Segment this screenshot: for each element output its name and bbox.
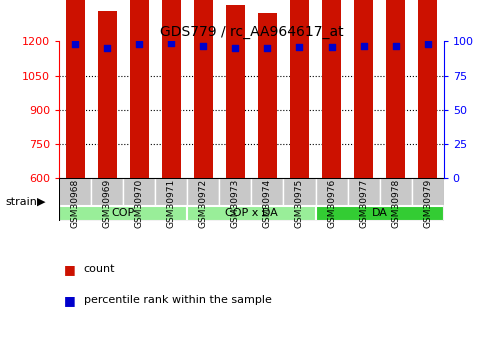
Text: ■: ■ [64, 294, 76, 307]
Text: GSM30968: GSM30968 [70, 179, 80, 228]
Point [199, 43, 207, 48]
Bar [219, 178, 251, 206]
Text: GSM30978: GSM30978 [391, 179, 400, 228]
Text: DA: DA [372, 208, 387, 218]
Text: GSM30973: GSM30973 [231, 179, 240, 228]
Bar [251, 178, 283, 206]
Text: ■: ■ [64, 263, 76, 276]
Text: GSM30979: GSM30979 [423, 179, 432, 228]
Point [231, 46, 239, 51]
Bar [354, 0, 373, 178]
Bar [130, 0, 149, 178]
Bar [316, 206, 444, 221]
Bar [290, 0, 309, 178]
Text: GSM30976: GSM30976 [327, 179, 336, 228]
Text: count: count [84, 264, 115, 274]
Bar [386, 0, 405, 178]
Point [391, 43, 399, 48]
Bar [316, 178, 348, 206]
Point [359, 43, 367, 48]
Title: GDS779 / rc_AA964617_at: GDS779 / rc_AA964617_at [160, 25, 343, 39]
Point [135, 41, 143, 47]
Point [327, 44, 335, 50]
Bar [412, 178, 444, 206]
Text: percentile rank within the sample: percentile rank within the sample [84, 295, 272, 305]
Text: strain: strain [5, 197, 37, 207]
Bar [59, 178, 91, 206]
Point [103, 46, 111, 51]
Bar [322, 0, 341, 178]
Point [295, 44, 303, 50]
Point [71, 41, 79, 47]
Text: GSM30974: GSM30974 [263, 179, 272, 228]
Bar [348, 178, 380, 206]
Bar [98, 11, 117, 178]
Bar [155, 178, 187, 206]
Text: GSM30975: GSM30975 [295, 179, 304, 228]
Bar [162, 0, 181, 178]
Point [423, 41, 432, 47]
Bar [187, 206, 316, 221]
Text: GSM30970: GSM30970 [135, 179, 144, 228]
Bar [380, 178, 412, 206]
Text: GSM30969: GSM30969 [103, 179, 112, 228]
Bar [123, 178, 155, 206]
Bar [66, 0, 85, 178]
Bar [418, 0, 437, 178]
Bar [187, 178, 219, 206]
Text: GSM30971: GSM30971 [167, 179, 176, 228]
Bar [258, 13, 277, 178]
Bar [283, 178, 316, 206]
Text: GSM30972: GSM30972 [199, 179, 208, 228]
Point [167, 40, 176, 46]
Bar [91, 178, 123, 206]
Text: ▶: ▶ [37, 197, 45, 207]
Bar [194, 0, 213, 178]
Text: COP: COP [111, 208, 135, 218]
Bar [59, 206, 187, 221]
Text: GSM30977: GSM30977 [359, 179, 368, 228]
Point [263, 46, 271, 51]
Bar [226, 5, 245, 178]
Text: COP x DA: COP x DA [225, 208, 278, 218]
